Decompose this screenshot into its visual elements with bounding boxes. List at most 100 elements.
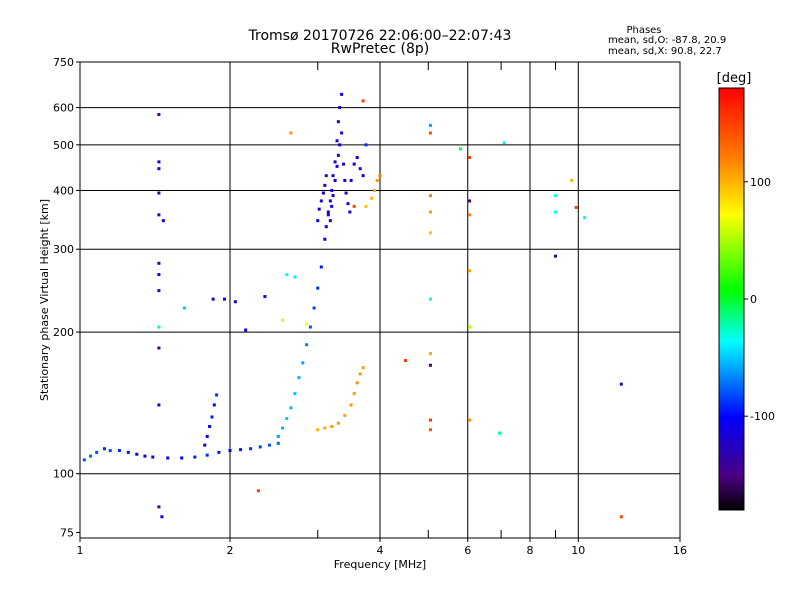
data-point <box>355 381 359 385</box>
data-point <box>293 275 297 279</box>
data-point <box>323 183 327 187</box>
data-point <box>344 191 348 195</box>
data-point <box>333 160 337 164</box>
data-point <box>333 178 337 182</box>
data-point <box>338 106 342 110</box>
data-point <box>208 424 212 428</box>
data-point <box>211 297 215 301</box>
data-point <box>316 219 320 223</box>
data-point <box>319 199 323 203</box>
data-point <box>328 199 332 203</box>
data-point <box>468 418 472 422</box>
x-tick-label: 2 <box>227 544 234 557</box>
data-point <box>285 273 289 277</box>
data-point <box>570 178 574 182</box>
data-point <box>117 449 121 453</box>
data-point <box>293 392 297 396</box>
data-point <box>348 210 352 214</box>
data-point <box>364 143 368 147</box>
data-point <box>317 207 321 211</box>
data-point <box>321 191 325 195</box>
data-point <box>428 418 432 422</box>
data-point <box>340 92 344 96</box>
data-point <box>223 297 227 301</box>
stats-o-line: mean, sd,O: -87.8, 20.9 <box>608 35 726 46</box>
chart-subtitle: RwPretec (8p) <box>331 41 429 57</box>
colorbar-label: [deg] <box>717 71 752 86</box>
data-point <box>263 295 267 299</box>
y-tick-label: 750 <box>53 56 74 69</box>
data-point <box>428 428 432 432</box>
data-point <box>361 99 365 103</box>
data-point <box>340 131 344 135</box>
data-point <box>157 403 161 407</box>
data-point <box>338 143 342 147</box>
data-point <box>180 456 184 460</box>
data-point <box>157 160 161 164</box>
data-point <box>281 318 285 322</box>
data-point <box>335 139 339 143</box>
colorbar-tick-label: -100 <box>750 410 775 423</box>
data-point <box>498 431 502 435</box>
data-point <box>370 196 374 200</box>
data-point <box>301 361 305 365</box>
chart-title: Tromsø 20170726 22:06:00–22:07:43 <box>248 28 512 44</box>
y-tick-label: 400 <box>53 184 74 197</box>
data-point <box>323 426 327 430</box>
data-point <box>319 265 323 269</box>
x-tick-label: 1 <box>77 544 84 557</box>
data-point <box>428 363 432 367</box>
data-point <box>331 194 335 198</box>
data-point <box>203 443 207 447</box>
data-point <box>108 449 112 453</box>
data-point <box>326 213 330 217</box>
data-point <box>502 141 506 145</box>
data-point <box>553 210 557 214</box>
data-point <box>428 131 432 135</box>
data-point <box>358 167 362 171</box>
data-point <box>375 178 379 182</box>
data-point <box>157 346 161 350</box>
plot-frame <box>79 61 681 539</box>
y-tick-label: 300 <box>53 243 74 256</box>
data-point <box>428 194 432 198</box>
data-point <box>233 300 237 304</box>
data-point <box>161 219 165 223</box>
colorbar-ticks: -100 0 100 <box>744 176 775 423</box>
data-point <box>349 178 353 182</box>
data-point <box>212 403 216 407</box>
data-point <box>312 306 316 310</box>
data-point <box>553 254 557 258</box>
data-point <box>289 131 293 135</box>
data-point <box>267 443 271 447</box>
colorbar-gradient <box>718 87 745 511</box>
data-point <box>157 505 161 509</box>
data-point <box>358 372 362 376</box>
data-point <box>352 392 356 396</box>
x-tick-label: 10 <box>571 544 585 557</box>
data-point <box>336 421 340 425</box>
data-point <box>249 447 253 451</box>
data-point <box>428 352 432 356</box>
data-point <box>160 515 164 519</box>
y-axis-ticks: 75 100 200 300 400 500 600 750 <box>53 56 80 539</box>
data-point <box>217 450 221 454</box>
data-point <box>574 205 578 209</box>
data-point <box>285 417 289 421</box>
data-point <box>330 188 334 192</box>
data-point <box>244 328 248 332</box>
data-point <box>193 455 197 459</box>
y-tick-label: 500 <box>53 139 74 152</box>
data-point <box>352 162 356 166</box>
y-tick-label: 600 <box>53 102 74 115</box>
stats-x-line: mean, sd,X: 90.8, 22.7 <box>608 46 722 57</box>
data-point <box>468 269 472 273</box>
data-point <box>205 434 209 438</box>
data-point <box>305 343 309 347</box>
data-point <box>330 424 334 428</box>
colorbar-tick-label: 100 <box>750 176 771 189</box>
y-axis-label: Stationary phase Virtual Height [km] <box>38 199 51 401</box>
data-point <box>157 289 161 293</box>
stats-heading: Phases <box>626 25 661 36</box>
colorbar: [deg] -100 0 100 <box>717 71 775 511</box>
